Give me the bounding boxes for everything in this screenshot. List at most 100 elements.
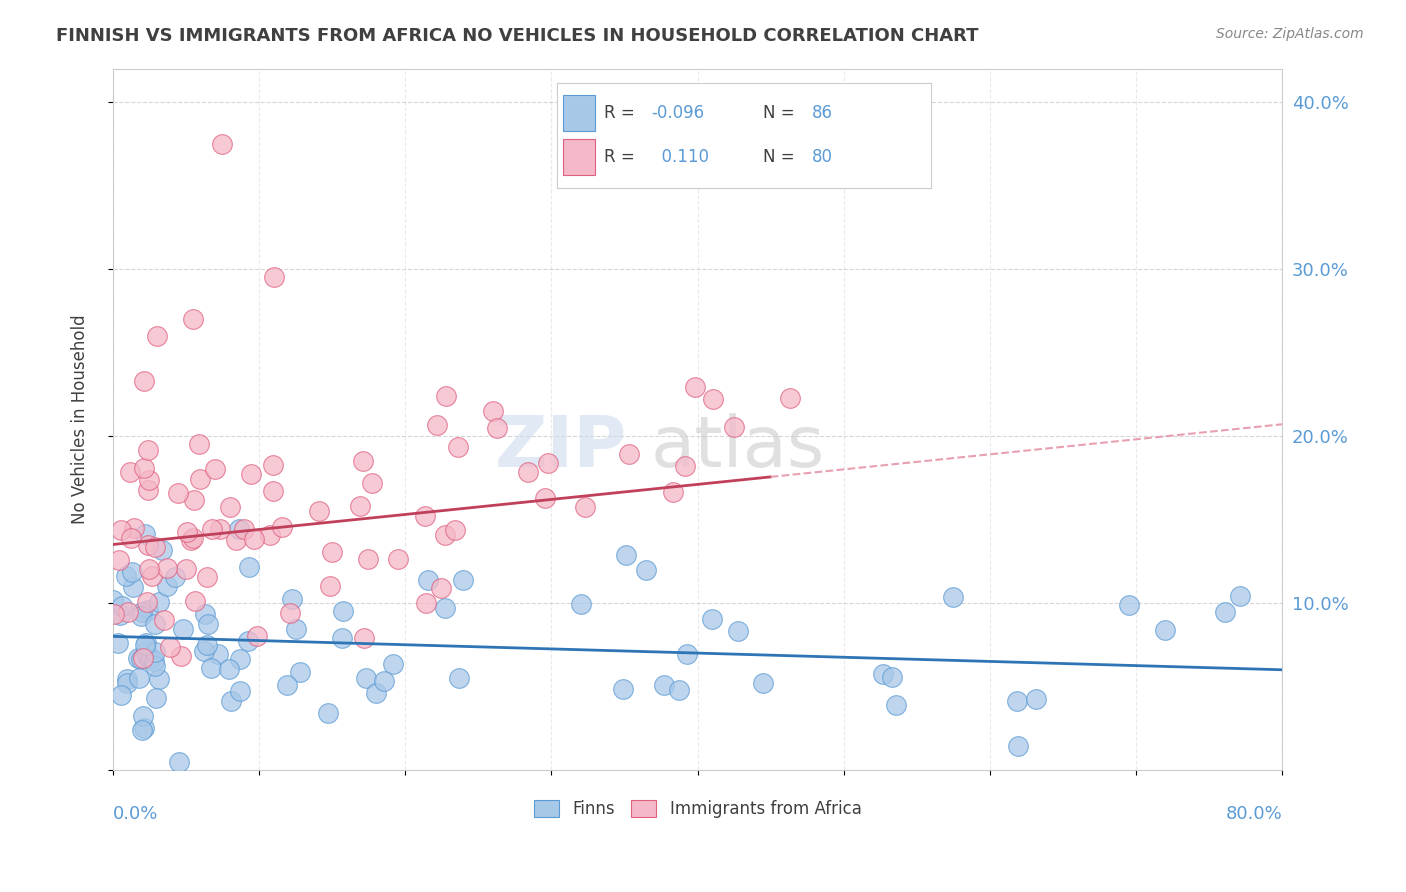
Point bbox=[433, 528, 456, 542]
Point bbox=[200, 660, 222, 674]
Y-axis label: No Vehicles in Household: No Vehicles in Household bbox=[72, 315, 89, 524]
Point bbox=[356, 671, 378, 685]
Point bbox=[415, 596, 437, 610]
Point bbox=[240, 467, 263, 482]
Point bbox=[942, 590, 965, 604]
Point bbox=[143, 541, 166, 555]
Point bbox=[117, 605, 139, 619]
Point bbox=[381, 657, 404, 672]
Point bbox=[145, 691, 167, 706]
Point bbox=[1007, 739, 1029, 754]
Point bbox=[163, 569, 186, 583]
Point bbox=[779, 391, 801, 405]
Point bbox=[614, 548, 637, 562]
Point bbox=[434, 388, 457, 402]
Point bbox=[150, 542, 173, 557]
Point bbox=[174, 561, 197, 575]
Point bbox=[434, 601, 457, 615]
Point bbox=[447, 671, 470, 685]
Point bbox=[131, 605, 153, 619]
Point bbox=[534, 491, 557, 505]
Point bbox=[129, 652, 152, 666]
Point bbox=[128, 672, 150, 686]
Point bbox=[228, 684, 250, 698]
Point bbox=[120, 532, 142, 546]
Point bbox=[122, 581, 145, 595]
Point bbox=[172, 622, 194, 636]
Point bbox=[170, 649, 193, 664]
Point bbox=[148, 672, 170, 686]
Point bbox=[145, 328, 167, 343]
Point bbox=[357, 551, 380, 566]
Point bbox=[143, 658, 166, 673]
Point bbox=[537, 456, 560, 470]
Point bbox=[443, 523, 465, 537]
Point bbox=[413, 508, 436, 523]
Point bbox=[262, 458, 284, 473]
Point bbox=[246, 629, 269, 643]
Point bbox=[103, 593, 125, 607]
Point bbox=[136, 602, 159, 616]
Point bbox=[612, 681, 634, 696]
Point bbox=[1118, 598, 1140, 612]
Point bbox=[136, 538, 159, 552]
Point bbox=[308, 503, 330, 517]
Point bbox=[276, 678, 298, 692]
Point bbox=[167, 486, 190, 500]
Point bbox=[727, 624, 749, 639]
Point bbox=[195, 638, 218, 652]
Point bbox=[167, 755, 190, 769]
Point bbox=[1005, 694, 1028, 708]
Point bbox=[136, 443, 159, 458]
Point bbox=[723, 419, 745, 434]
Point bbox=[330, 631, 353, 645]
Point bbox=[208, 523, 231, 537]
Point bbox=[155, 578, 177, 592]
Point bbox=[110, 524, 132, 538]
Point bbox=[364, 686, 387, 700]
Point bbox=[349, 499, 371, 513]
Point bbox=[429, 581, 451, 595]
Point bbox=[118, 466, 141, 480]
Point bbox=[281, 592, 304, 607]
Point bbox=[142, 654, 165, 668]
Point bbox=[262, 484, 284, 499]
Point bbox=[127, 651, 149, 665]
Point bbox=[138, 650, 160, 665]
Point bbox=[135, 644, 157, 658]
Point bbox=[229, 651, 252, 665]
Point bbox=[135, 636, 157, 650]
Point bbox=[176, 525, 198, 540]
Point bbox=[159, 640, 181, 654]
Point bbox=[211, 136, 233, 151]
Text: ZIP: ZIP bbox=[495, 413, 627, 482]
Point bbox=[134, 638, 156, 652]
Point bbox=[352, 454, 374, 468]
Point bbox=[668, 683, 690, 698]
Point bbox=[197, 616, 219, 631]
Point bbox=[259, 528, 281, 542]
Text: FINNISH VS IMMIGRANTS FROM AFRICA NO VEHICLES IN HOUSEHOLD CORRELATION CHART: FINNISH VS IMMIGRANTS FROM AFRICA NO VEH… bbox=[56, 27, 979, 45]
Point bbox=[1153, 623, 1175, 637]
Point bbox=[194, 607, 217, 621]
Point bbox=[447, 440, 470, 454]
Point bbox=[683, 380, 706, 394]
Point bbox=[238, 634, 260, 648]
Point bbox=[121, 565, 143, 579]
Point bbox=[141, 569, 163, 583]
Point bbox=[882, 670, 904, 684]
Point bbox=[131, 723, 153, 737]
Point bbox=[228, 521, 250, 535]
Point bbox=[619, 447, 641, 461]
Point bbox=[676, 647, 699, 661]
Point bbox=[132, 461, 155, 475]
Point bbox=[361, 475, 384, 490]
Point bbox=[138, 562, 160, 576]
Point bbox=[195, 570, 218, 584]
Point bbox=[1215, 605, 1237, 619]
Point bbox=[451, 573, 474, 587]
Point bbox=[263, 270, 285, 285]
Point bbox=[271, 520, 294, 534]
Point bbox=[662, 484, 685, 499]
Point bbox=[115, 676, 138, 690]
